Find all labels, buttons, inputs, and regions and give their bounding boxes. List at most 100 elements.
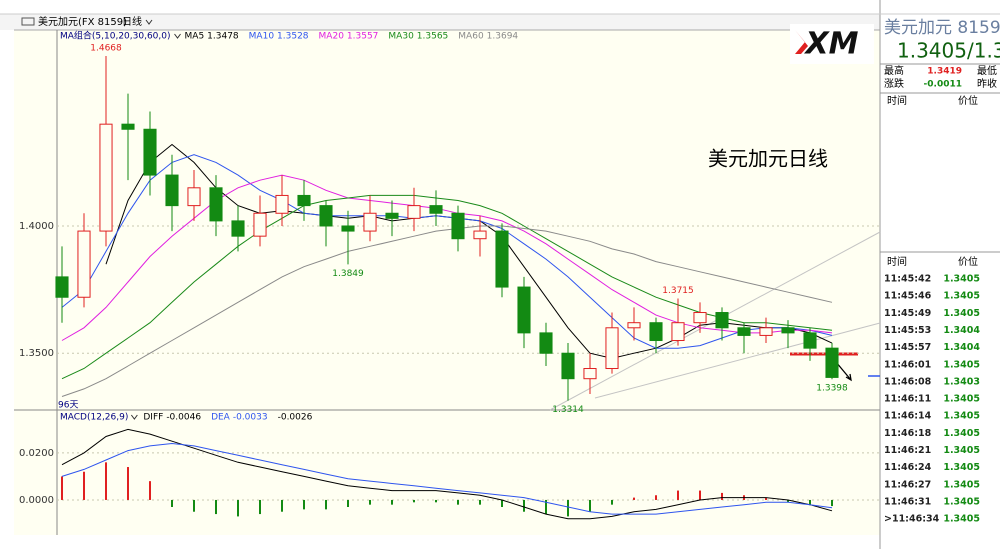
dropdown-arrow[interactable] — [130, 414, 138, 420]
tick-time: >11:46:34 — [884, 514, 940, 525]
legend-value: 1.3557 — [347, 32, 379, 42]
tick-time: 11:46:18 — [884, 428, 932, 439]
candle-body — [407, 205, 421, 219]
candle-body — [451, 212, 465, 240]
legend-value: 1.3565 — [417, 32, 449, 42]
legend-name: MA5 — [185, 32, 205, 42]
candle-body — [825, 347, 839, 378]
chart-title: 美元加元日线 — [708, 147, 828, 171]
tick-price: 1.3405 — [943, 274, 980, 285]
macd-title: MACD(12,26,9) — [60, 413, 128, 423]
legend-value: -0.0046 — [166, 413, 201, 423]
logo: XM — [790, 24, 874, 64]
candle-body — [187, 187, 201, 207]
candle-body — [297, 194, 311, 207]
stat-label: 昨收 — [977, 77, 997, 90]
tick-price: 1.3405 — [943, 445, 980, 456]
legend-name: DIFF — [143, 413, 163, 423]
macd-line — [61, 442, 833, 515]
tick-time: 11:46:08 — [884, 376, 932, 387]
stat-value: 1.3419 — [927, 67, 962, 77]
span-label: 96天 — [58, 401, 78, 411]
trend-line — [594, 322, 881, 399]
candle-body — [429, 205, 443, 214]
window-icon[interactable] — [21, 17, 35, 26]
tick-price: 1.3405 — [943, 359, 980, 370]
candle-body — [99, 123, 113, 232]
extreme-label: 1.3314 — [552, 405, 584, 415]
tick-price: 1.3405 — [943, 496, 980, 507]
quote-title: 美元加元 8159 — [884, 18, 1000, 38]
candle-body — [275, 194, 289, 214]
logo-text: XM — [804, 27, 859, 62]
candle-body — [143, 128, 157, 176]
legend-name: DEA — [211, 413, 231, 423]
candle-body — [605, 327, 619, 370]
extreme-label: 1.3398 — [816, 384, 848, 394]
candle-body — [77, 230, 91, 298]
stat-label: 最高 — [884, 64, 904, 77]
tick-time: 11:46:21 — [884, 445, 931, 456]
tick-price: 1.3405 — [943, 428, 980, 439]
y-tick-label: 0.0200 — [19, 448, 54, 459]
candle-body — [341, 225, 355, 232]
extreme-label: 1.4668 — [90, 43, 122, 53]
period-label[interactable]: 日线 — [122, 15, 142, 28]
tick-price: 1.3405 — [943, 308, 980, 319]
candle-body — [671, 322, 685, 342]
candle-body — [803, 332, 817, 349]
tick-time: 11:45:53 — [884, 325, 931, 336]
tick-price: 1.3405 — [943, 479, 980, 490]
dropdown-arrow[interactable] — [174, 33, 181, 39]
candle-body — [517, 286, 531, 334]
candle-body — [253, 212, 267, 237]
candle-body — [693, 312, 707, 324]
legend-value: 1.3694 — [487, 32, 519, 42]
legend-name: MA30 — [388, 32, 414, 42]
candle-body — [781, 327, 795, 334]
tick-time: 11:46:01 — [884, 359, 931, 370]
legend-value: 1.3478 — [207, 32, 239, 42]
toolbar — [0, 14, 880, 30]
y-tick-label: 1.4000 — [19, 221, 54, 232]
candle-body — [539, 332, 553, 354]
tick-price: 1.3403 — [943, 376, 980, 387]
table-header: 价位 — [958, 255, 978, 268]
legend-name: MA20 — [319, 32, 345, 42]
legend-name: MA10 — [249, 32, 275, 42]
symbol-label[interactable]: 美元加元(FX 8159) — [38, 15, 127, 28]
candle-body — [583, 368, 597, 380]
tick-price: 1.3404 — [943, 342, 980, 353]
ma-line — [61, 225, 833, 397]
tick-time: 11:45:46 — [884, 291, 932, 302]
dropdown-arrow[interactable] — [145, 19, 153, 25]
table-header: 时间 — [887, 255, 907, 268]
tick-time: 11:46:14 — [884, 411, 932, 422]
candle-body — [165, 174, 179, 207]
candle-body — [737, 327, 751, 336]
tick-price: 1.3405 — [943, 462, 980, 473]
tick-time: 11:46:24 — [884, 462, 932, 473]
candle-body — [121, 123, 135, 130]
candle-body — [495, 230, 509, 288]
stat-label: 涨跌 — [884, 77, 904, 90]
table-header: 时间 — [887, 94, 907, 107]
tick-price: 1.3404 — [943, 325, 980, 336]
legend-value: 1.3528 — [277, 32, 309, 42]
extreme-label: 1.3849 — [332, 269, 364, 279]
candle-body — [649, 322, 663, 342]
candle-body — [715, 312, 729, 329]
legend-value: -0.0033 — [233, 413, 268, 423]
indicator-label: MA组合(5,10,20,30,60,0) — [60, 30, 171, 42]
candle-body — [55, 276, 69, 298]
table-header: 价位 — [958, 94, 978, 107]
legend-value: -0.0026 — [278, 413, 313, 423]
candle-body — [759, 327, 773, 336]
ma-line — [61, 154, 833, 349]
stat-label: 最低 — [977, 64, 997, 77]
macd-line — [61, 428, 833, 520]
tick-time: 11:45:57 — [884, 342, 931, 353]
tick-price: 1.3405 — [943, 394, 980, 405]
y-tick-label: 0.0000 — [19, 495, 54, 506]
